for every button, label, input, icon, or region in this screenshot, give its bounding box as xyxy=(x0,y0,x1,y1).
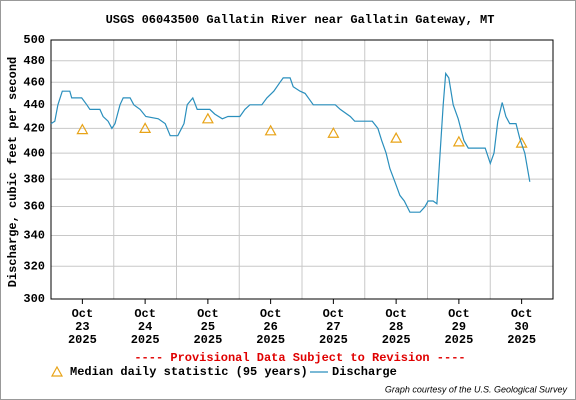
x-tick-label: Oct xyxy=(72,307,94,321)
legend-label: Discharge xyxy=(332,365,397,379)
plot-border xyxy=(50,39,554,300)
y-tick-label: 440 xyxy=(23,98,45,112)
y-tick-label: 380 xyxy=(23,172,45,186)
x-tick-label: Oct xyxy=(385,307,407,321)
median-marker xyxy=(76,123,89,135)
y-tick-label: 340 xyxy=(23,229,45,243)
x-tick-label: 2025 xyxy=(319,333,348,347)
y-tick-label: 480 xyxy=(23,54,45,68)
x-tick-label: 2025 xyxy=(507,333,536,347)
y-tick-label: 400 xyxy=(23,146,45,160)
y-tick-label: 420 xyxy=(23,122,45,136)
x-tick-label: 2025 xyxy=(444,333,473,347)
x-tick-label: 26 xyxy=(263,320,277,334)
median-marker xyxy=(264,124,277,136)
median-marker xyxy=(139,122,152,134)
discharge-line xyxy=(50,71,531,213)
x-tick-label: 2025 xyxy=(193,333,222,347)
x-tick-label: Oct xyxy=(197,307,219,321)
legend-label: Median daily statistic (95 years) xyxy=(70,365,308,379)
legend-swatch xyxy=(50,365,64,377)
x-tick-label: 23 xyxy=(75,320,89,334)
y-tick-label: 500 xyxy=(23,33,45,47)
x-tick-label: 29 xyxy=(452,320,466,334)
x-tick-label: Oct xyxy=(323,307,345,321)
x-tick-label: 25 xyxy=(201,320,215,334)
y-tick-label: 300 xyxy=(23,292,45,306)
y-axis-label: Discharge, cubic feet per second xyxy=(6,57,20,287)
median-marker xyxy=(201,112,214,124)
x-tick-label: 2025 xyxy=(131,333,160,347)
y-tick-label: 320 xyxy=(23,259,45,273)
y-tick-label: 360 xyxy=(23,200,45,214)
x-tick-label: 27 xyxy=(326,320,340,334)
x-tick-label: Oct xyxy=(260,307,282,321)
credit: Graph courtesy of the U.S. Geological Su… xyxy=(385,384,568,394)
x-tick-label: Oct xyxy=(511,307,533,321)
x-tick-label: Oct xyxy=(448,307,470,321)
x-tick-label: Oct xyxy=(134,307,156,321)
median-marker xyxy=(327,127,340,138)
x-tick-label: 30 xyxy=(514,320,528,334)
chart-title: USGS 06043500 Gallatin River near Gallat… xyxy=(106,13,495,27)
notice: ---- Provisional Data Subject to Revisio… xyxy=(134,351,465,365)
median-marker xyxy=(515,136,528,148)
median-marker xyxy=(390,131,403,143)
x-tick-label: 2025 xyxy=(256,333,285,347)
y-tick-label: 460 xyxy=(23,75,45,89)
x-tick-label: 2025 xyxy=(382,333,411,347)
median-marker xyxy=(452,135,465,147)
x-tick-label: 28 xyxy=(389,320,403,334)
x-tick-label: 2025 xyxy=(68,333,97,347)
x-tick-label: 24 xyxy=(138,320,152,334)
